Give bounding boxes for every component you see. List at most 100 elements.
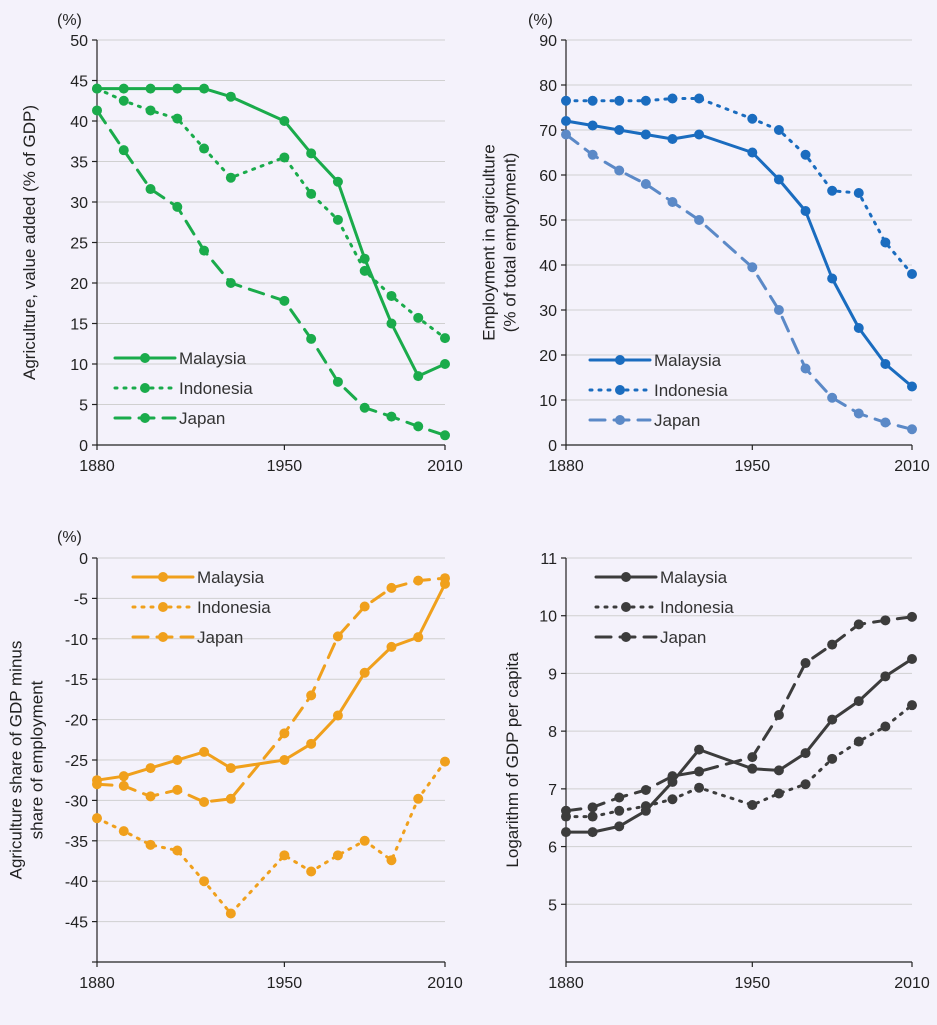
data-point [145, 839, 156, 850]
data-point [332, 850, 343, 861]
y-axis-label: Agriculture share of GDP minus [7, 641, 26, 880]
data-point [172, 113, 183, 124]
data-point [359, 601, 370, 612]
y-tick-label: 5 [548, 897, 557, 914]
legend-marker [621, 602, 631, 612]
data-point [199, 143, 210, 154]
x-tick-label: 1950 [735, 975, 771, 992]
y-tick-label: 5 [79, 398, 88, 415]
y-tick-label: -30 [65, 793, 88, 810]
data-point [413, 575, 424, 586]
y-tick-label: 0 [548, 438, 557, 455]
data-point [827, 639, 838, 650]
data-point [667, 794, 678, 805]
data-point [225, 278, 236, 288]
y-tick-label: 25 [70, 236, 88, 253]
data-point [413, 793, 424, 804]
y-tick-label: -10 [65, 632, 88, 649]
series-indonesia [92, 83, 450, 344]
y-tick-label: 30 [539, 303, 557, 320]
x-tick-label: 1880 [79, 458, 115, 475]
legend-marker [615, 385, 625, 395]
data-point [118, 145, 129, 156]
legend-item: Malaysia [131, 568, 265, 587]
data-point [386, 641, 397, 652]
x-tick-label: 1880 [548, 458, 584, 475]
data-point [279, 116, 290, 126]
data-point [667, 771, 678, 782]
data-point [747, 763, 758, 774]
legend-item: Japan [113, 409, 225, 428]
data-point [172, 83, 183, 94]
data-point [907, 611, 917, 622]
data-point [667, 134, 678, 144]
data-point [907, 424, 917, 435]
x-tick-label: 2010 [894, 458, 930, 475]
chart-p4: 5 6 7 8 9 10 11 1880 1950 2010 Logarithm of GDP pe… [503, 551, 930, 992]
legend-label: Japan [197, 628, 243, 647]
data-point [386, 855, 397, 866]
legend-label: Malaysia [197, 568, 265, 587]
data-point [199, 876, 210, 887]
data-point [907, 381, 917, 392]
legend-item: Indonesia [588, 381, 728, 400]
legend-item: Indonesia [113, 379, 253, 398]
y-tick-label: 40 [539, 258, 557, 275]
data-point [853, 736, 864, 747]
data-point [827, 392, 838, 403]
data-point [587, 811, 598, 822]
x-tick-label: 2010 [427, 975, 463, 992]
data-point [853, 323, 864, 333]
data-point [614, 95, 625, 106]
y-axis-label: (% of total employment) [501, 153, 520, 333]
data-point [92, 105, 102, 116]
legend-item: Malaysia [594, 568, 728, 587]
y-tick-label: 60 [539, 168, 557, 185]
y-tick-label: 90 [539, 33, 557, 50]
data-point [279, 755, 290, 765]
data-point [413, 632, 424, 643]
series-japan [92, 105, 450, 441]
y-tick-label: 20 [539, 348, 557, 365]
data-point [172, 755, 183, 765]
legend-label: Malaysia [179, 349, 247, 368]
legend-marker [158, 602, 168, 612]
y-tick-label: -45 [65, 915, 88, 932]
legend-marker [615, 355, 625, 365]
data-point [561, 805, 571, 816]
series-malaysia [92, 83, 450, 382]
data-point [359, 835, 370, 846]
data-point [306, 690, 317, 701]
y-tick-label: 80 [539, 78, 557, 95]
data-point [145, 791, 156, 802]
data-point [279, 152, 290, 163]
data-point [118, 771, 129, 782]
unit-label: (%) [57, 529, 82, 546]
data-point [225, 172, 236, 183]
y-tick-label: 8 [548, 724, 557, 741]
data-point [747, 147, 758, 158]
legend-label: Indonesia [197, 598, 271, 617]
data-point [773, 709, 784, 720]
data-point [199, 83, 210, 94]
legend-item: Malaysia [113, 349, 247, 368]
data-point [306, 738, 317, 749]
data-point [694, 782, 705, 793]
data-point [199, 797, 210, 808]
data-point [386, 582, 397, 593]
y-tick-label: -20 [65, 713, 88, 730]
data-point [279, 728, 290, 739]
series-line [564, 97, 914, 276]
data-point [279, 295, 290, 306]
legend-label: Indonesia [179, 379, 253, 398]
data-point [386, 290, 397, 301]
y-tick-label: -15 [65, 672, 88, 689]
y-tick-label: 45 [70, 74, 88, 91]
data-point [440, 573, 450, 584]
data-point [827, 185, 838, 196]
legend-label: Japan [179, 409, 225, 428]
data-point [332, 710, 343, 721]
unit-label: (%) [528, 12, 553, 29]
data-point [561, 95, 571, 106]
